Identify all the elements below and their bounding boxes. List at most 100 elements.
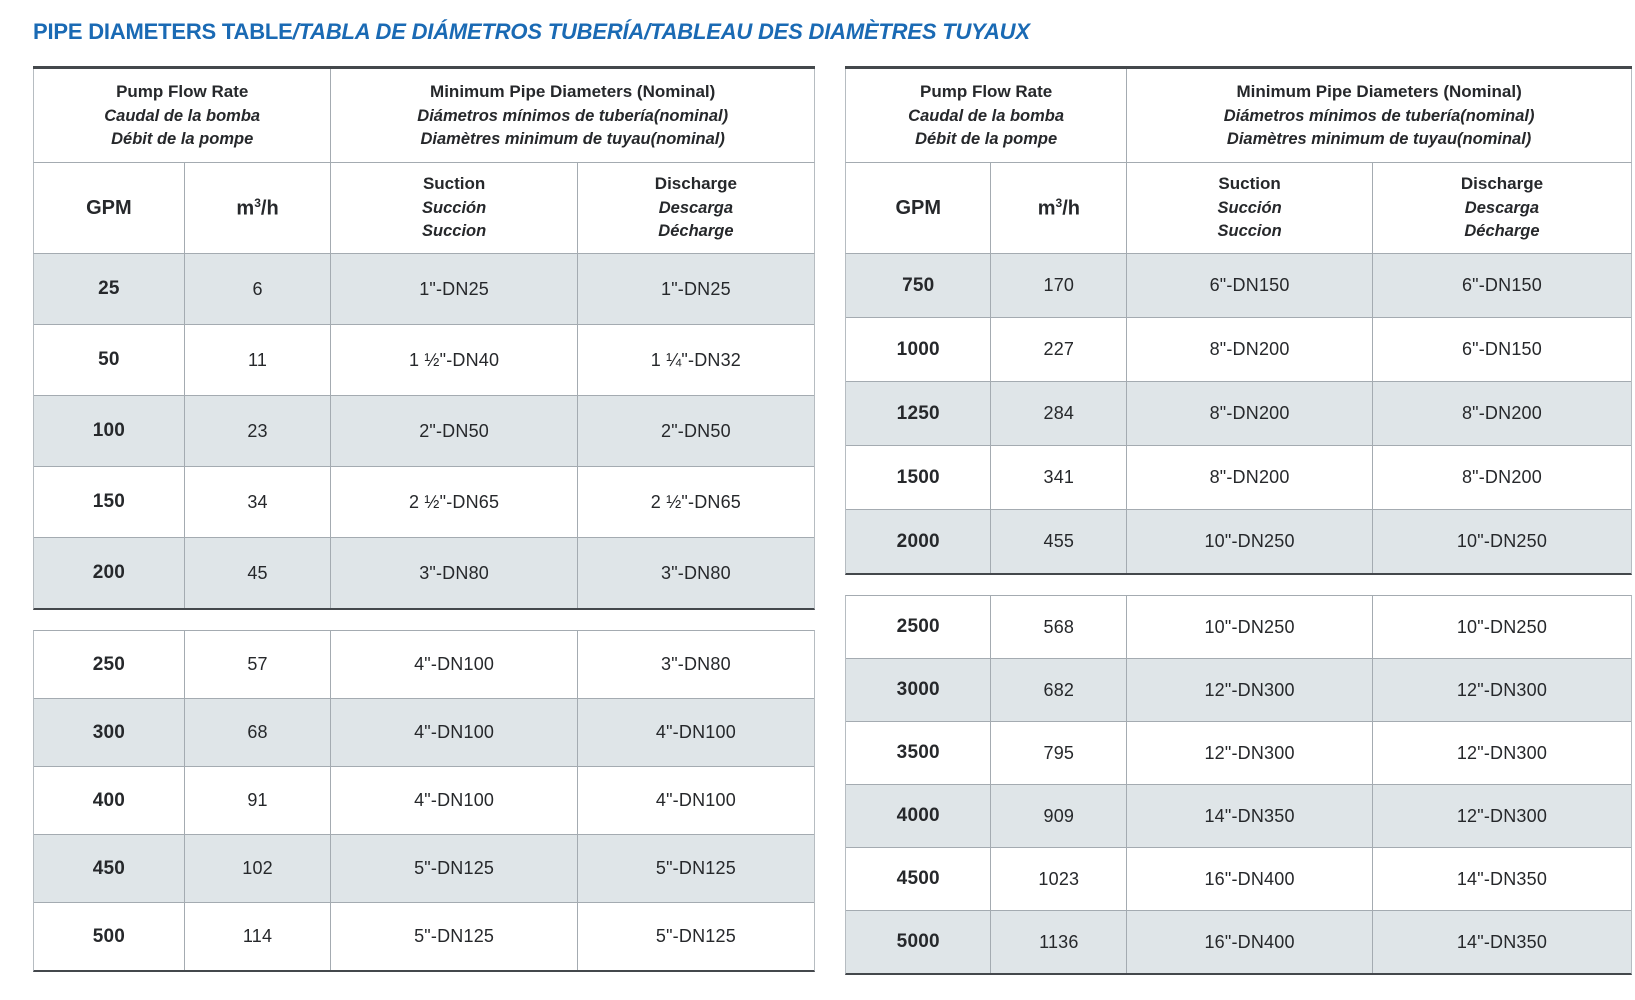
header-diam-fr: Diamètres minimum de tuyau(nominal) bbox=[1226, 129, 1532, 148]
suction-cell: 8"-DN200 bbox=[1126, 446, 1372, 509]
gpm-cell: 50 bbox=[98, 349, 120, 370]
table-section: 250 57 4"-DN100 3"-DN80 300 68 4"-DN100 4"-DN10… bbox=[33, 630, 815, 972]
header-diam-en: Minimum Pipe Diameters (Nominal) bbox=[1236, 81, 1522, 101]
pipe-diameters-table-left: Pump Flow Rate Caudal de la bomba Débit … bbox=[33, 66, 815, 972]
header-diam-fr: Diamètres minimum de tuyau(nominal) bbox=[420, 129, 725, 148]
table-row: 2000 455 10"-DN250 10"-DN250 bbox=[846, 509, 1631, 573]
table-row: 1000 227 8"-DN200 6"-DN150 bbox=[846, 317, 1631, 381]
suction-cell: 4"-DN100 bbox=[330, 699, 576, 766]
m3h-cell: 682 bbox=[990, 659, 1126, 721]
gpm-cell: 1000 bbox=[896, 338, 940, 360]
discharge-cell: 14"-DN350 bbox=[1371, 911, 1631, 973]
section-gap bbox=[845, 575, 1632, 595]
page-title-main: PIPE DIAMETERS TABLE bbox=[33, 19, 293, 44]
discharge-cell: 2 ½"-DN65 bbox=[576, 467, 814, 537]
discharge-cell: 1"-DN25 bbox=[576, 254, 814, 324]
table-section: 2500 568 10"-DN250 10"-DN250 3000 682 12"-DN30… bbox=[845, 595, 1632, 975]
header-flow-en: Pump Flow Rate bbox=[116, 81, 249, 101]
suction-cell: 10"-DN250 bbox=[1126, 510, 1372, 573]
discharge-cell: 14"-DN350 bbox=[1371, 848, 1631, 910]
header-flow-es: Caudal de la bomba bbox=[908, 106, 1065, 125]
col-header-discharge: Discharge Descarga Décharge bbox=[1371, 163, 1631, 253]
col-header-suction: Suction Succión Succion bbox=[330, 163, 576, 253]
header-flow-en: Pump Flow Rate bbox=[920, 81, 1053, 101]
gpm-cell: 1500 bbox=[896, 466, 940, 488]
header-flow-fr: Débit de la pompe bbox=[111, 129, 254, 148]
m3h-cell: 102 bbox=[183, 835, 331, 902]
suction-cell: 4"-DN100 bbox=[330, 767, 576, 834]
gpm-cell: 4500 bbox=[896, 868, 940, 889]
gpm-label: GPM bbox=[86, 196, 132, 219]
discharge-cell: 12"-DN300 bbox=[1371, 722, 1631, 784]
table-section: 750 170 6"-DN150 6"-DN150 1000 227 8"-DN200 6"-… bbox=[845, 254, 1632, 575]
header-pump-flow-rate: Pump Flow Rate Caudal de la bomba Débit … bbox=[34, 69, 330, 162]
gpm-cell: 1250 bbox=[896, 402, 940, 424]
gpm-cell: 300 bbox=[92, 721, 126, 743]
table-row: 4500 1023 16"-DN400 14"-DN350 bbox=[846, 847, 1631, 910]
m3h-cell: 568 bbox=[990, 596, 1126, 658]
m3h-cell: 45 bbox=[183, 538, 331, 608]
table-row: 100 23 2"-DN50 2"-DN50 bbox=[34, 395, 814, 466]
pipe-diameters-table-right: Pump Flow Rate Caudal de la bomba Débit … bbox=[845, 66, 1632, 975]
gpm-cell: 200 bbox=[92, 562, 126, 583]
suction-cell: 5"-DN125 bbox=[330, 835, 576, 902]
col-header-discharge: Discharge Descarga Décharge bbox=[576, 163, 814, 253]
discharge-en: Discharge bbox=[1460, 174, 1544, 194]
discharge-cell: 4"-DN100 bbox=[576, 699, 814, 766]
discharge-fr: Décharge bbox=[1464, 222, 1540, 241]
m3h-label: m3/h bbox=[1037, 195, 1080, 220]
table-row: 50 11 1 ½"-DN40 1 ¼"-DN32 bbox=[34, 324, 814, 395]
suction-cell: 5"-DN125 bbox=[330, 903, 576, 970]
table-row: 500 114 5"-DN125 5"-DN125 bbox=[34, 902, 814, 970]
suction-es: Succión bbox=[422, 199, 487, 218]
page-title: PIPE DIAMETERS TABLE/TABLA DE DIÁMETROS … bbox=[33, 19, 1030, 45]
gpm-cell: 250 bbox=[92, 653, 126, 675]
suction-cell: 2 ½"-DN65 bbox=[330, 467, 576, 537]
gpm-cell: 5000 bbox=[896, 931, 940, 952]
header-flow-es: Caudal de la bomba bbox=[104, 106, 261, 125]
col-header-suction: Suction Succión Succion bbox=[1126, 163, 1372, 253]
suction-cell: 1 ½"-DN40 bbox=[330, 325, 576, 395]
m3h-cell: 23 bbox=[183, 396, 331, 466]
m3h-cell: 795 bbox=[990, 722, 1126, 784]
table-row: 750 170 6"-DN150 6"-DN150 bbox=[846, 254, 1631, 317]
suction-cell: 16"-DN400 bbox=[1126, 848, 1372, 910]
m3h-cell: 68 bbox=[183, 699, 331, 766]
gpm-cell: 400 bbox=[92, 789, 126, 811]
gpm-label: GPM bbox=[895, 196, 941, 219]
discharge-cell: 5"-DN125 bbox=[576, 903, 814, 970]
suction-es: Succión bbox=[1217, 199, 1282, 218]
gpm-cell: 3000 bbox=[896, 679, 940, 700]
m3h-cell: 57 bbox=[183, 631, 331, 698]
table-row: 450 102 5"-DN125 5"-DN125 bbox=[34, 834, 814, 902]
discharge-cell: 8"-DN200 bbox=[1371, 382, 1631, 445]
col-header-m3h: m3/h bbox=[990, 163, 1126, 253]
header-flow-fr: Débit de la pompe bbox=[915, 129, 1058, 148]
suction-cell: 12"-DN300 bbox=[1126, 659, 1372, 721]
gpm-cell: 3500 bbox=[896, 742, 940, 763]
table-section: 25 6 1"-DN25 1"-DN25 50 11 1 ½"-DN40 1 ¼"-DN32 1… bbox=[33, 254, 815, 610]
suction-cell: 8"-DN200 bbox=[1126, 382, 1372, 445]
m3h-cell: 227 bbox=[990, 318, 1126, 381]
discharge-cell: 4"-DN100 bbox=[576, 767, 814, 834]
table-row: 25 6 1"-DN25 1"-DN25 bbox=[34, 254, 814, 324]
suction-fr: Succion bbox=[422, 222, 487, 241]
discharge-cell: 6"-DN150 bbox=[1371, 254, 1631, 317]
m3h-cell: 91 bbox=[183, 767, 331, 834]
col-header-gpm: GPM bbox=[846, 163, 990, 253]
table-row: 3500 795 12"-DN300 12"-DN300 bbox=[846, 721, 1631, 784]
table-row: 1250 284 8"-DN200 8"-DN200 bbox=[846, 381, 1631, 445]
table-row: 4000 909 14"-DN350 12"-DN300 bbox=[846, 784, 1631, 847]
section-gap bbox=[33, 610, 815, 630]
m3h-cell: 114 bbox=[183, 903, 331, 970]
discharge-cell: 12"-DN300 bbox=[1371, 785, 1631, 847]
discharge-cell: 6"-DN150 bbox=[1371, 318, 1631, 381]
suction-cell: 4"-DN100 bbox=[330, 631, 576, 698]
suction-cell: 10"-DN250 bbox=[1126, 596, 1372, 658]
table-row: 3000 682 12"-DN300 12"-DN300 bbox=[846, 658, 1631, 721]
header-pump-flow-rate: Pump Flow Rate Caudal de la bomba Débit … bbox=[846, 69, 1126, 162]
table-header-row: Pump Flow Rate Caudal de la bomba Débit … bbox=[845, 69, 1632, 163]
table-header-row: Pump Flow Rate Caudal de la bomba Débit … bbox=[33, 69, 815, 163]
table-row: 200 45 3"-DN80 3"-DN80 bbox=[34, 537, 814, 608]
gpm-cell: 450 bbox=[92, 857, 126, 879]
